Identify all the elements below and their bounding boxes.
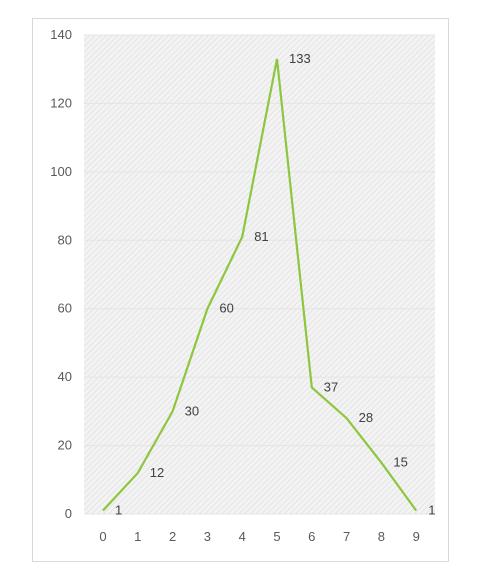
plot-area xyxy=(84,35,435,514)
series-line xyxy=(102,58,418,512)
data-labels: 1 12 30 60 81 133 37 28 15 1 xyxy=(115,51,435,518)
x-tick-label: 9 xyxy=(413,529,420,544)
y-tick-label: 80 xyxy=(58,232,72,247)
data-label: 1 xyxy=(428,503,435,518)
x-tick-label: 6 xyxy=(308,529,315,544)
y-tick-label: 120 xyxy=(50,95,72,110)
x-tick-label: 5 xyxy=(273,529,280,544)
x-tick-label: 1 xyxy=(134,529,141,544)
x-tick-label: 4 xyxy=(239,529,246,544)
data-label: 30 xyxy=(185,403,199,418)
data-label: 60 xyxy=(219,301,233,316)
y-tick-label: 100 xyxy=(50,164,72,179)
x-tick-label: 3 xyxy=(204,529,211,544)
x-tick-label: 8 xyxy=(378,529,385,544)
data-label: 133 xyxy=(289,51,311,66)
x-tick-label: 0 xyxy=(99,529,106,544)
data-label: 12 xyxy=(150,465,164,480)
data-label: 37 xyxy=(324,379,338,394)
y-tick-label: 0 xyxy=(65,506,72,521)
gridlines xyxy=(84,34,435,515)
y-tick-label: 40 xyxy=(58,369,72,384)
y-tick-label: 60 xyxy=(58,301,72,316)
data-label: 28 xyxy=(359,410,373,425)
y-tick-label: 20 xyxy=(58,438,72,453)
x-tick-label: 2 xyxy=(169,529,176,544)
y-axis: 0 20 40 60 80 100 120 140 xyxy=(50,27,72,521)
y-tick-label: 140 xyxy=(50,27,72,42)
data-label: 1 xyxy=(115,503,122,518)
x-tick-label: 7 xyxy=(343,529,350,544)
data-label: 15 xyxy=(393,455,407,470)
x-axis: 0 1 2 3 4 5 6 7 8 9 xyxy=(99,529,419,544)
series-group xyxy=(102,58,418,512)
data-label: 81 xyxy=(254,229,268,244)
